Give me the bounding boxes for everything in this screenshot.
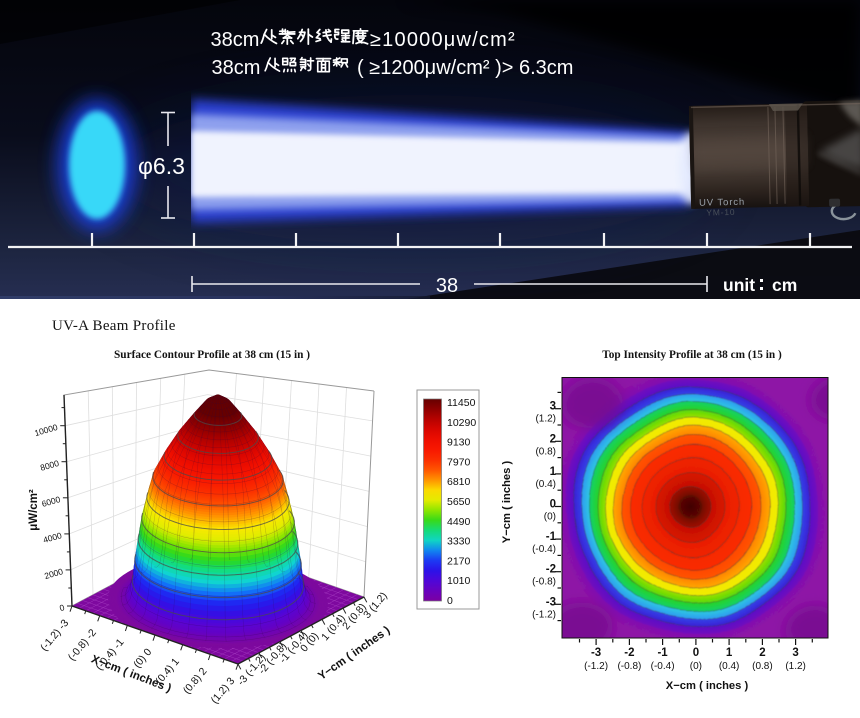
svg-text:38cm: 38cm [211, 29, 260, 51]
svg-text:X−cm ( inches ): X−cm ( inches ) [666, 680, 749, 692]
svg-text:2: 2 [550, 433, 556, 445]
svg-text:(0.8): (0.8) [752, 661, 773, 672]
svg-text:38cm: 38cm [212, 57, 261, 79]
svg-text:YM-10: YM-10 [706, 207, 735, 218]
svg-text:(0.4): (0.4) [535, 479, 556, 490]
svg-text:(-0.4): (-0.4) [651, 661, 675, 672]
svg-text:≥10000μw/cm²: ≥10000μw/cm² [370, 29, 516, 51]
svg-text:2170: 2170 [447, 555, 471, 567]
svg-text:(1.2): (1.2) [785, 661, 806, 672]
svg-text:2: 2 [759, 647, 765, 659]
svg-text:1010: 1010 [447, 575, 471, 587]
svg-text:6810: 6810 [447, 476, 471, 488]
svg-text:0: 0 [58, 602, 66, 613]
svg-text:(-1.2): (-1.2) [532, 609, 556, 620]
svg-text:( ≥1200μw/cm² )> 6.3cm: ( ≥1200μw/cm² )> 6.3cm [357, 57, 573, 79]
svg-text:5650: 5650 [447, 496, 471, 508]
svg-text:-1: -1 [546, 531, 557, 543]
svg-text:1: 1 [726, 647, 733, 659]
svg-text:cm: cm [772, 275, 797, 295]
svg-text:(-1.2): (-1.2) [584, 661, 608, 672]
svg-text:unit: unit [723, 275, 755, 295]
svg-text:UV-A Beam Profile: UV-A Beam Profile [52, 318, 176, 334]
svg-text:(-0.8): (-0.8) [617, 661, 641, 672]
svg-text:38: 38 [436, 275, 458, 297]
svg-text:9130: 9130 [447, 437, 471, 449]
svg-text:7970: 7970 [447, 456, 471, 468]
svg-text:(-0.8): (-0.8) [532, 577, 556, 588]
svg-text:-3: -3 [591, 647, 601, 659]
svg-text:-3: -3 [546, 596, 556, 608]
svg-text:(1.2): (1.2) [535, 414, 556, 425]
svg-text:3330: 3330 [447, 536, 471, 548]
svg-text:-2: -2 [624, 647, 634, 659]
svg-text:(0.8): (0.8) [535, 446, 556, 457]
svg-text:Y−cm ( inches ): Y−cm ( inches ) [501, 461, 513, 544]
svg-text:4490: 4490 [447, 516, 471, 528]
svg-text:(0): (0) [690, 661, 702, 672]
svg-text:-2: -2 [546, 564, 556, 576]
svg-text:0: 0 [693, 647, 699, 659]
svg-text:Top Intensity Profile at 38 cm: Top Intensity Profile at 38 cm (15 in ) [602, 349, 782, 361]
svg-text:μW/cm²: μW/cm² [28, 489, 40, 531]
svg-text:0: 0 [550, 499, 556, 511]
svg-text:UV Torch: UV Torch [699, 197, 745, 209]
svg-text:(0): (0) [544, 512, 556, 523]
svg-text:3: 3 [792, 647, 798, 659]
svg-text:φ6.3: φ6.3 [138, 153, 185, 179]
svg-text:0: 0 [447, 595, 453, 607]
svg-text:11450: 11450 [447, 397, 476, 409]
svg-text:3: 3 [550, 401, 556, 413]
svg-text:1: 1 [550, 466, 557, 478]
svg-text:-1: -1 [657, 647, 668, 659]
svg-text:(0.4): (0.4) [719, 661, 740, 672]
svg-text:10290: 10290 [447, 417, 476, 429]
svg-text:(-0.4): (-0.4) [532, 544, 556, 555]
svg-text:Surface Contour Profile at 38: Surface Contour Profile at 38 cm (15 in … [114, 349, 310, 361]
